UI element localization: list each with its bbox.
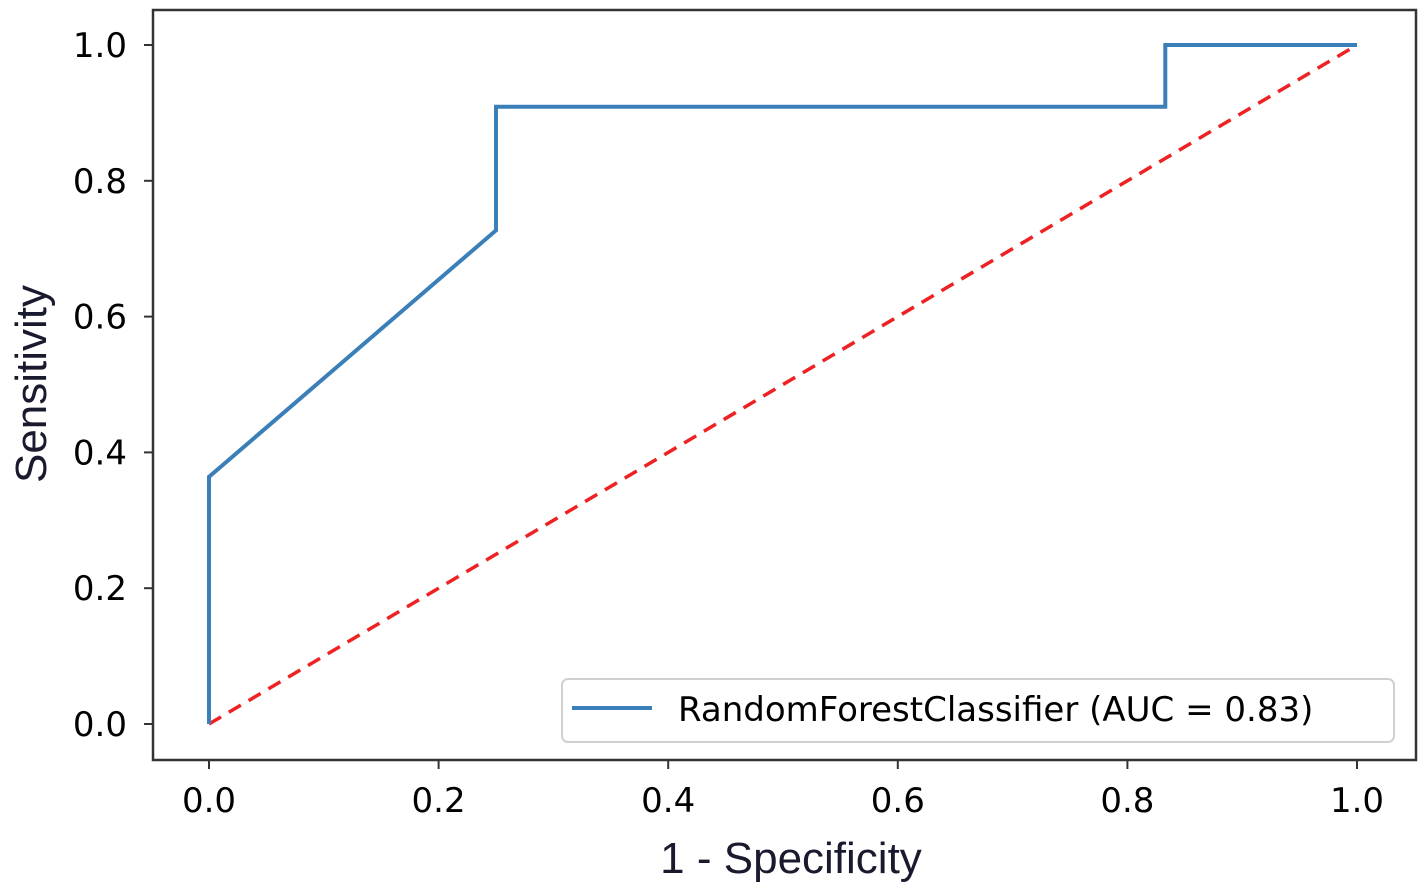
legend: RandomForestClassifier (AUC = 0.83) xyxy=(561,678,1395,743)
x-tick-label: 0.8 xyxy=(1100,781,1154,821)
x-tick-label: 1.0 xyxy=(1330,781,1384,821)
legend-label: RandomForestClassifier (AUC = 0.83) xyxy=(678,690,1313,730)
x-tick-label: 0.4 xyxy=(641,781,695,821)
legend-box xyxy=(561,678,1395,743)
y-tick-label: 0.4 xyxy=(73,433,127,473)
plot-area xyxy=(207,43,1358,726)
y-tick-label: 0.8 xyxy=(73,162,127,202)
x-tick-label: 0.6 xyxy=(871,781,925,821)
y-tick-label: 1.0 xyxy=(73,26,127,66)
axis-ticks: 0.0 0.2 0.4 0.6 0.8 1.0 0.0 0.2 0.4 0.6 0.8 1.0 xyxy=(73,26,1384,821)
axes-frame xyxy=(151,8,1418,762)
y-axis-title: Sensitivity xyxy=(7,285,56,483)
x-axis-title: 1 - Specificity xyxy=(660,834,922,883)
x-tick-label: 0.0 xyxy=(182,781,236,821)
y-tick-label: 0.6 xyxy=(73,298,127,338)
x-tick-label: 0.2 xyxy=(412,781,466,821)
y-tick-label: 0.2 xyxy=(73,569,127,609)
y-tick-label: 0.0 xyxy=(73,705,127,745)
roc-curve-line xyxy=(207,43,1357,724)
chance-diagonal-line xyxy=(208,43,1358,726)
